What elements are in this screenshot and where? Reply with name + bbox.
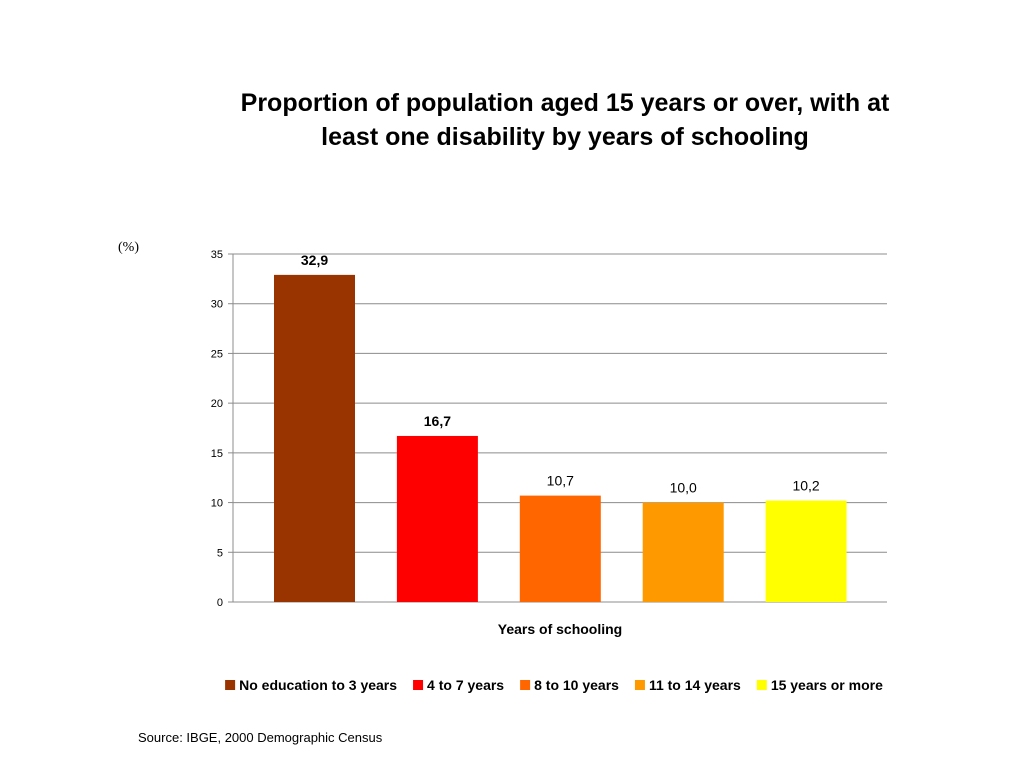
data-label: 10,7 — [547, 473, 574, 489]
y-unit-label: (%) — [118, 240, 139, 255]
bar — [765, 500, 847, 602]
legend-swatch — [756, 680, 767, 690]
chart-title-line-1: Proportion of population aged 15 years o… — [240, 89, 890, 117]
x-axis-title: Years of schooling — [498, 621, 622, 637]
y-tick-label: 10 — [211, 498, 223, 510]
chart-title: Proportion of population aged 15 years o… — [180, 86, 950, 154]
bar — [274, 274, 355, 602]
legend-swatch — [413, 680, 424, 690]
y-tick-label: 20 — [211, 398, 223, 410]
bar — [642, 502, 724, 602]
bar — [519, 495, 601, 602]
bar — [396, 435, 478, 602]
source-note: Source: IBGE, 2000 Demographic Census — [138, 730, 383, 745]
data-label: 32,9 — [301, 252, 328, 268]
y-tick-label: 35 — [211, 249, 223, 261]
legend-label: 8 to 10 years — [534, 677, 619, 693]
chart-title-line-2: least one disability by years of schooli… — [321, 123, 809, 151]
data-label: 16,7 — [424, 413, 451, 429]
legend-swatch — [520, 680, 531, 690]
y-tick-label: 25 — [211, 348, 223, 360]
legend-swatch — [634, 680, 645, 690]
legend-swatch — [225, 680, 236, 690]
data-label: 10,2 — [792, 478, 819, 494]
y-tick-label: 5 — [217, 547, 223, 559]
y-tick-label: 30 — [211, 299, 223, 311]
legend-label: 4 to 7 years — [427, 677, 504, 693]
data-label: 10,0 — [670, 480, 697, 496]
legend-label: 11 to 14 years — [649, 677, 741, 693]
y-tick-label: 15 — [211, 448, 223, 460]
y-tick-label: 0 — [217, 597, 223, 609]
legend-label: No education to 3 years — [239, 677, 397, 693]
legend-label: 15 years or more — [771, 677, 883, 693]
